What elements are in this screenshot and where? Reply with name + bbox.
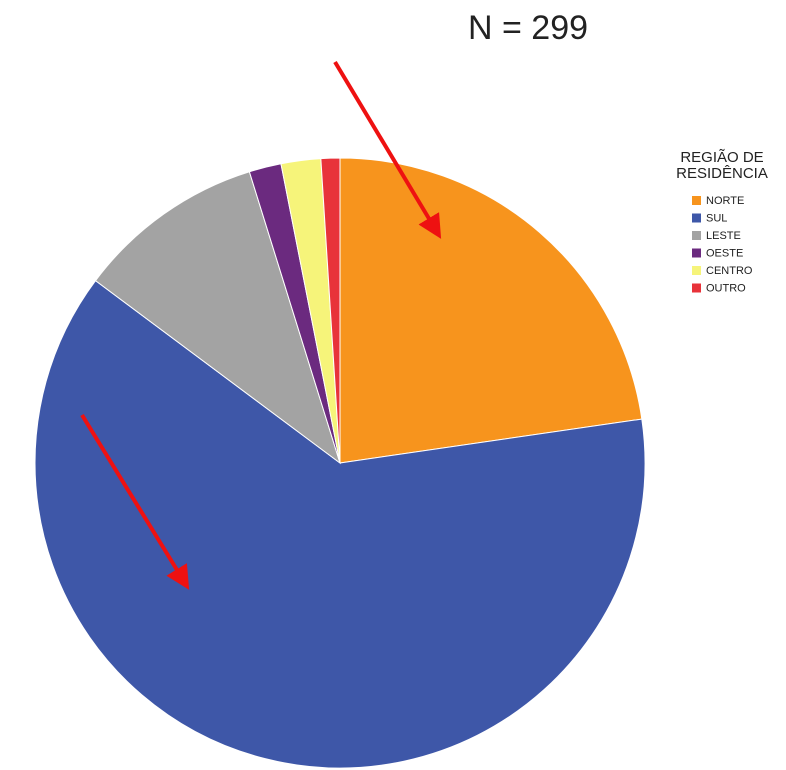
annotation: N = 299 bbox=[468, 9, 588, 47]
legend-label: CENTRO bbox=[706, 265, 753, 277]
pie bbox=[34, 157, 646, 769]
slice bbox=[339, 157, 643, 464]
legend-swatch bbox=[692, 213, 701, 223]
legend-label: SUL bbox=[706, 212, 727, 224]
slice bbox=[94, 171, 341, 465]
legend-label: NORTE bbox=[706, 195, 744, 207]
legend-swatch bbox=[692, 196, 701, 205]
legend-swatch bbox=[692, 231, 701, 240]
legend-swatch bbox=[692, 266, 701, 275]
arrow bbox=[80, 413, 190, 590]
legend-title: REGIÃO DE bbox=[680, 149, 763, 166]
slice bbox=[34, 279, 646, 769]
slice bbox=[320, 157, 341, 464]
legend-title: RESIDÊNCIA bbox=[676, 165, 768, 182]
legend-swatch bbox=[692, 283, 701, 293]
legend-label: OUTRO bbox=[706, 282, 746, 294]
legend-swatch bbox=[692, 248, 701, 258]
legend-label: LESTE bbox=[706, 230, 741, 242]
arrow bbox=[333, 60, 442, 239]
legend-label: OESTE bbox=[706, 247, 743, 259]
